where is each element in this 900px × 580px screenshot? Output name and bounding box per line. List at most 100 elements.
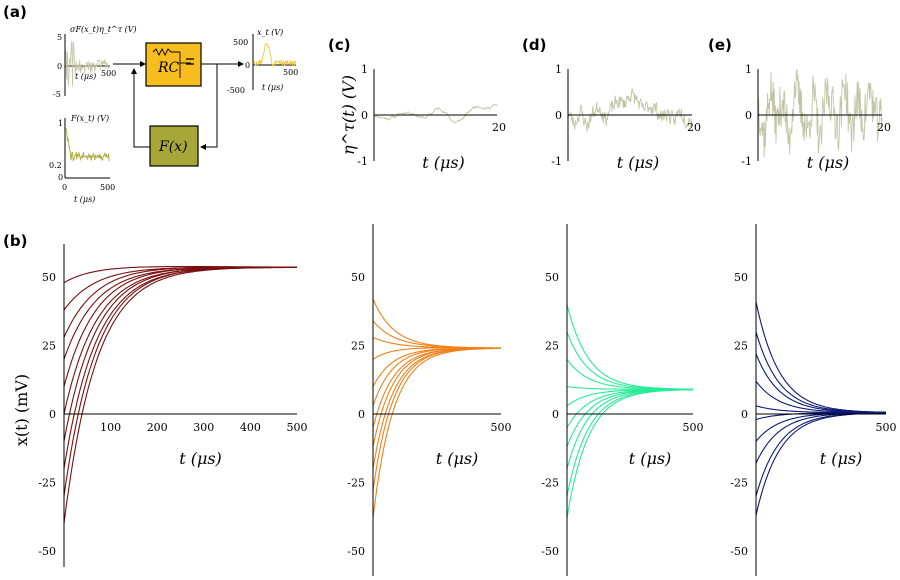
arrow-x-to-f [204, 64, 218, 148]
traj-ytick-b2-3: -25 [347, 476, 365, 489]
noise-ytick-d-0: 1 [555, 63, 562, 76]
traj-xtick-b2-0: 500 [491, 421, 512, 434]
x-mini-tick-0: 0 [245, 61, 250, 70]
traj-xtick-b-3: 400 [240, 421, 261, 434]
traj-ytick-b2-0: 50 [351, 271, 365, 284]
f-mini-plot: F(x_t) (V) 1 0.2 0 0 500 t (μs) [49, 114, 115, 204]
traj-ytick-e2-3: -25 [730, 476, 748, 489]
noise-ytick-c-1: 0 [361, 109, 368, 122]
noise-ytick-e-0: 1 [745, 63, 752, 76]
traj-xtick-b-0: 100 [100, 421, 121, 434]
trajectory-d2-9 [566, 304, 693, 390]
traj-xtick-d2-0: 500 [683, 421, 704, 434]
arrow-head-rc [131, 68, 137, 74]
traj-xlabel-b2: t (μs) [436, 449, 479, 468]
traj-ytick-b2-4: -50 [347, 545, 365, 558]
noise-trace-e [757, 69, 883, 158]
noise-mini-trace [65, 40, 110, 87]
traj-ytick-d2-3: -25 [541, 476, 559, 489]
noise-trace-c [373, 103, 497, 124]
trajectory-panel-d2: 50 25 0 -25 -50 500 t (μs) [541, 224, 704, 576]
traj-xlabel-d2: t (μs) [629, 449, 672, 468]
traj-ytick-d2-1: 25 [545, 340, 559, 353]
traj-ytick-b-0: 50 [42, 271, 56, 284]
trajectory-panel-b2: 50 25 0 -25 -50 500 t (μs) [347, 224, 512, 576]
f-mini-trace [65, 128, 110, 162]
f-mini-tick-0: 0 [58, 173, 63, 182]
trajectory-b2-10 [372, 298, 501, 349]
schematic: σF(x_t)η_t^τ (V) 5 0 -5 500 t (μs) F(x_t… [49, 25, 298, 204]
trajectory-panel-b: 50 25 0 -25 -50 100 200 300 400 500 t (μs) x(t) (mV… [12, 244, 308, 567]
noise-mini-tick-0: 0 [57, 62, 62, 71]
noise-xtick-d: 20 [687, 121, 701, 134]
traj-xlabel-e2: t (μs) [820, 449, 863, 468]
x-mini-tlabel: t (μs) [262, 83, 283, 92]
x-mini-title: x_t (V) [257, 28, 283, 37]
traj-xtick-b-2: 300 [193, 421, 214, 434]
traj-ytick-e2-0: 50 [734, 271, 748, 284]
trajectory-b-7 [63, 266, 297, 338]
noise-ylabel-c: η^τ(t) (V) [339, 75, 358, 155]
f-mini-ttick-0: 0 [62, 183, 67, 192]
noise-mini-tick-5: 5 [57, 33, 62, 42]
traj-ytick-d2-4: -50 [541, 545, 559, 558]
traj-xtick-b-4: 500 [287, 421, 308, 434]
noise-panel-d: 1 0 -1 20 t (μs) [551, 63, 701, 172]
trajectory-e2-9 [755, 301, 886, 413]
arrow-f-to-rc [133, 72, 150, 148]
f-mini-title: F(x_t) (V) [70, 114, 109, 123]
x-mini-tick-500: 500 [233, 38, 248, 47]
traj-ytick-d2-2: 0 [552, 408, 559, 421]
trajectory-b2-5 [372, 347, 501, 406]
traj-xtick-b-1: 200 [147, 421, 168, 434]
traj-ytick-b-1: 25 [42, 340, 56, 353]
x-mini-tick-m500: -500 [227, 86, 245, 95]
noise-xlabel-c: t (μs) [422, 153, 465, 172]
trajectory-panel-e2: 50 25 0 -25 -50 500 t (μs) [730, 224, 897, 576]
traj-ytick-b-2: 0 [49, 408, 56, 421]
trajectory-e2-8 [755, 331, 886, 413]
trajectory-b2-0 [372, 347, 502, 519]
trajectory-b-9 [63, 266, 297, 284]
noise-mini-ttick: 500 [101, 69, 116, 78]
panel-label-b: (b) [3, 232, 27, 250]
panel-label-a: (a) [3, 3, 27, 21]
panel-label-e: (e) [708, 36, 732, 54]
trajectory-d2-3 [566, 388, 693, 448]
resistor-icon [152, 47, 180, 57]
f-mini-tlabel: t (μs) [74, 195, 95, 204]
x-mini-ttick: 500 [283, 68, 298, 77]
trajectory-e2-3 [755, 412, 886, 442]
noise-mini-title: σF(x_t)η_t^τ (V) [70, 25, 137, 34]
traj-ytick-d2-0: 50 [545, 271, 559, 284]
noise-ytick-c-0: 1 [361, 63, 368, 76]
noise-mini-plot: σF(x_t)η_t^τ (V) 5 0 -5 500 t (μs) [53, 25, 137, 99]
f-box-label: F(x) [158, 139, 188, 155]
trajectory-e2-7 [755, 353, 886, 413]
noise-panel-e: 1 0 -1 20 t (μs) [741, 63, 891, 172]
noise-mini-tlabel: t (μs) [75, 72, 96, 81]
noise-ytick-d-1: 0 [555, 109, 562, 122]
x-mini-trace [253, 43, 297, 67]
f-mini-ttick-500: 500 [100, 183, 115, 192]
traj-ytick-e2-1: 25 [734, 340, 748, 353]
arrow-head-f [200, 144, 206, 150]
nonlinearity-box [149, 125, 199, 167]
noise-trace-d [567, 88, 693, 132]
panel-label-c: (c) [328, 36, 351, 54]
trajectory-d2-8 [566, 331, 693, 390]
traj-ytick-b2-1: 25 [351, 340, 365, 353]
noise-panel-c: 1 0 -1 20 t (μs) η^τ(t) (V) [339, 63, 506, 172]
traj-ytick-b2-2: 0 [358, 408, 365, 421]
noise-xtick-c: 20 [492, 121, 506, 134]
f-mini-tick-02: 0.2 [49, 161, 62, 170]
trajectory-b2-9 [372, 320, 501, 349]
arrow-head-x [238, 61, 244, 67]
arrow-head-noise [140, 61, 146, 67]
noise-ytick-e-1: 0 [745, 109, 752, 122]
traj-ytick-b-4: -50 [38, 545, 56, 558]
noise-ytick-c-2: -1 [357, 155, 368, 168]
